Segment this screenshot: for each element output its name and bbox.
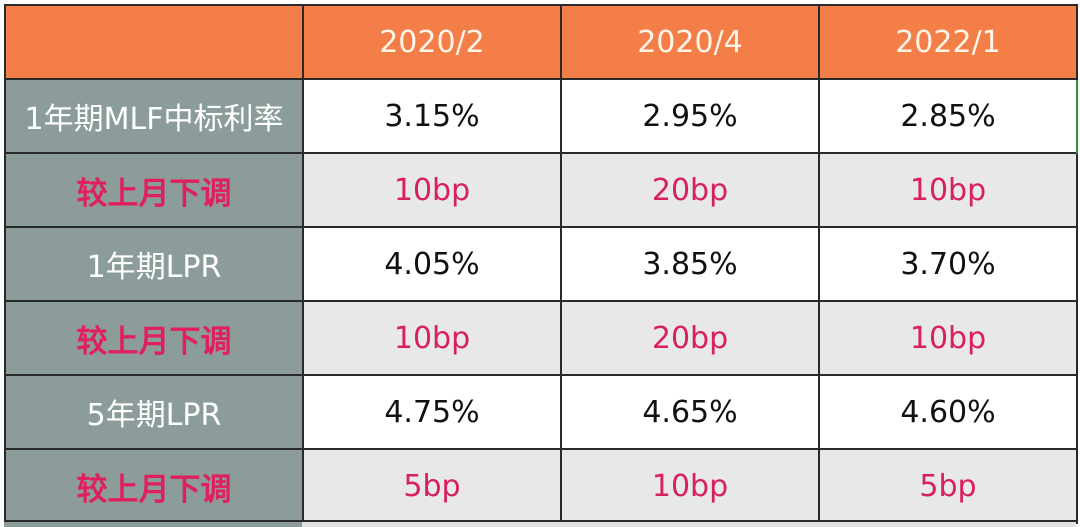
cell-selection-edge — [1076, 80, 1078, 154]
row-label[interactable]: 较上月下调 — [4, 152, 304, 228]
table-cell[interactable]: 3.15% — [302, 78, 562, 154]
table-cell[interactable]: 5bp — [302, 448, 562, 524]
table-cell[interactable]: 10bp — [302, 300, 562, 376]
row-label[interactable]: 较上月下调 — [4, 300, 304, 376]
table-row-mlf-change: 较上月下调 10bp 20bp 10bp — [4, 152, 1078, 228]
column-header[interactable]: 2020/2 — [302, 4, 562, 80]
table-cell[interactable]: 10bp — [560, 448, 820, 524]
table-row-1y-lpr: 1年期LPR 4.05% 3.85% 3.70% — [4, 226, 1078, 302]
partial-next-row — [4, 520, 1076, 527]
column-header[interactable]: 2020/4 — [560, 4, 820, 80]
table-cell[interactable]: 3.85% — [560, 226, 820, 302]
table-cell[interactable]: 4.65% — [560, 374, 820, 450]
table-cell[interactable]: 10bp — [818, 152, 1078, 228]
table-row-mlf-rate: 1年期MLF中标利率 3.15% 2.95% 2.85% — [4, 78, 1078, 154]
table-cell[interactable]: 3.70% — [818, 226, 1078, 302]
row-label[interactable]: 较上月下调 — [4, 448, 304, 524]
row-label[interactable]: 5年期LPR — [4, 374, 304, 450]
table-cell[interactable]: 10bp — [302, 152, 562, 228]
table-row-5y-lpr-change: 较上月下调 5bp 10bp 5bp — [4, 448, 1078, 524]
table-cell[interactable]: 2.85% — [818, 78, 1078, 154]
header-row: 2020/2 2020/4 2022/1 — [4, 4, 1078, 80]
corner-cell[interactable] — [4, 4, 304, 80]
table-cell[interactable]: 4.05% — [302, 226, 562, 302]
table-row-1y-lpr-change: 较上月下调 10bp 20bp 10bp — [4, 300, 1078, 376]
table-cell[interactable]: 4.60% — [818, 374, 1078, 450]
table-cell[interactable]: 20bp — [560, 152, 820, 228]
table-row-5y-lpr: 5年期LPR 4.75% 4.65% 4.60% — [4, 374, 1078, 450]
rate-table: 2020/2 2020/4 2022/1 1年期MLF中标利率 3.15% 2.… — [4, 4, 1078, 524]
table-cell[interactable]: 10bp — [818, 300, 1078, 376]
table-cell[interactable]: 2.95% — [560, 78, 820, 154]
table-cell[interactable]: 20bp — [560, 300, 820, 376]
row-label[interactable]: 1年期LPR — [4, 226, 304, 302]
table-cell[interactable]: 5bp — [818, 448, 1078, 524]
row-label[interactable]: 1年期MLF中标利率 — [4, 78, 304, 154]
table-cell[interactable]: 4.75% — [302, 374, 562, 450]
partial-row-label-cell — [4, 522, 302, 527]
column-header[interactable]: 2022/1 — [818, 4, 1078, 80]
